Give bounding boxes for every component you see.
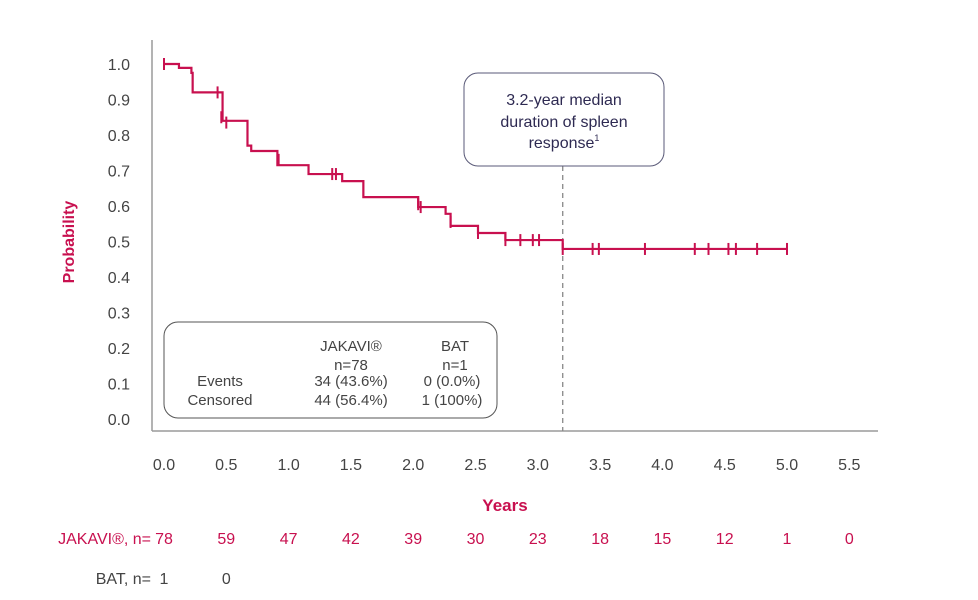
x-tick-label: 5.0 bbox=[776, 457, 798, 474]
median-annotation: 3.2-year median duration of spleen respo… bbox=[463, 72, 665, 167]
risk-jakavi-count: 1 bbox=[783, 531, 792, 548]
y-tick-label: 0.2 bbox=[108, 341, 130, 358]
risk-jakavi-count: 42 bbox=[342, 531, 360, 548]
x-tick-label: 3.5 bbox=[589, 457, 611, 474]
axes bbox=[151, 40, 878, 432]
number-at-risk-table: JAKAVI®, n= BAT, n= 78 59 47 42 39 30 23 18 15 12… bbox=[58, 531, 854, 588]
risk-bat-count: 1 bbox=[160, 571, 169, 588]
risk-jakavi-count: 15 bbox=[654, 531, 672, 548]
x-tick-label: 4.0 bbox=[651, 457, 673, 474]
row-events-label: Events bbox=[197, 373, 243, 390]
x-tick-label: 1.0 bbox=[277, 457, 299, 474]
x-tick-label: 3.0 bbox=[527, 457, 549, 474]
y-tick-label: 0.0 bbox=[108, 412, 130, 429]
summary-table: JAKAVI® n=78 BAT n=1 Events 34 (43.6%) 0… bbox=[163, 321, 498, 419]
x-tick-label: 5.5 bbox=[838, 457, 860, 474]
y-tick-label: 0.4 bbox=[108, 270, 130, 287]
annotation-superscript: 1 bbox=[594, 133, 599, 143]
y-tick-label: 0.1 bbox=[108, 377, 130, 394]
risk-jakavi-count: 18 bbox=[591, 531, 609, 548]
x-axis-label: Years bbox=[482, 496, 527, 515]
row-censored-jakavi: 44 (56.4%) bbox=[314, 392, 387, 409]
header-jakavi: JAKAVI® bbox=[320, 338, 382, 355]
y-axis-label: Probability bbox=[61, 201, 78, 284]
risk-jakavi-count: 78 bbox=[155, 531, 173, 548]
annotation-line-2: duration of spleen bbox=[500, 114, 627, 131]
y-tick-label: 0.8 bbox=[108, 128, 130, 145]
risk-jakavi-count: 59 bbox=[217, 531, 235, 548]
risk-jakavi-count: 39 bbox=[404, 531, 422, 548]
row-events-bat: 0 (0.0%) bbox=[424, 373, 481, 390]
header-bat: BAT bbox=[441, 338, 469, 355]
risk-jakavi-count: 30 bbox=[467, 531, 485, 548]
y-tick-label: 0.6 bbox=[108, 199, 130, 216]
y-tick-label: 1.0 bbox=[108, 57, 130, 74]
summary-table-box bbox=[163, 321, 498, 419]
y-tick-labels: 0.0 0.1 0.2 0.3 0.4 0.5 0.6 0.7 0.8 0.9 1.0 bbox=[108, 57, 130, 429]
annotation-box bbox=[463, 72, 665, 167]
x-tick-label: 4.5 bbox=[714, 457, 736, 474]
annotation-line-3-text: response bbox=[529, 135, 595, 152]
risk-jakavi-label: JAKAVI®, n= bbox=[58, 531, 151, 548]
x-tick-label: 2.0 bbox=[402, 457, 424, 474]
header-bat-n: n=1 bbox=[442, 357, 467, 374]
row-censored-bat: 1 (100%) bbox=[422, 392, 483, 409]
y-tick-label: 0.7 bbox=[108, 164, 130, 181]
y-tick-label: 0.9 bbox=[108, 93, 130, 110]
annotation-line-1: 3.2-year median bbox=[506, 92, 622, 109]
risk-bat-count: 0 bbox=[222, 571, 231, 588]
risk-jakavi-count: 0 bbox=[845, 531, 854, 548]
censor-marks bbox=[163, 58, 788, 255]
header-jakavi-n: n=78 bbox=[334, 357, 368, 374]
x-tick-labels: 0.0 0.5 1.0 1.5 2.0 2.5 3.0 3.5 4.0 4.5 5.0 5.5 bbox=[153, 457, 861, 474]
row-censored-label: Censored bbox=[187, 392, 252, 409]
annotation-line-3: response1 bbox=[529, 133, 600, 152]
risk-jakavi-count: 12 bbox=[716, 531, 734, 548]
risk-jakavi-count: 47 bbox=[280, 531, 298, 548]
y-tick-label: 0.3 bbox=[108, 306, 130, 323]
risk-jakavi-count: 23 bbox=[529, 531, 547, 548]
row-events-jakavi: 34 (43.6%) bbox=[314, 373, 387, 390]
x-tick-label: 0.0 bbox=[153, 457, 175, 474]
x-tick-label: 0.5 bbox=[215, 457, 237, 474]
risk-bat-label: BAT, n= bbox=[96, 571, 151, 588]
x-tick-label: 2.5 bbox=[464, 457, 486, 474]
x-tick-label: 1.5 bbox=[340, 457, 362, 474]
y-tick-label: 0.5 bbox=[108, 235, 130, 252]
